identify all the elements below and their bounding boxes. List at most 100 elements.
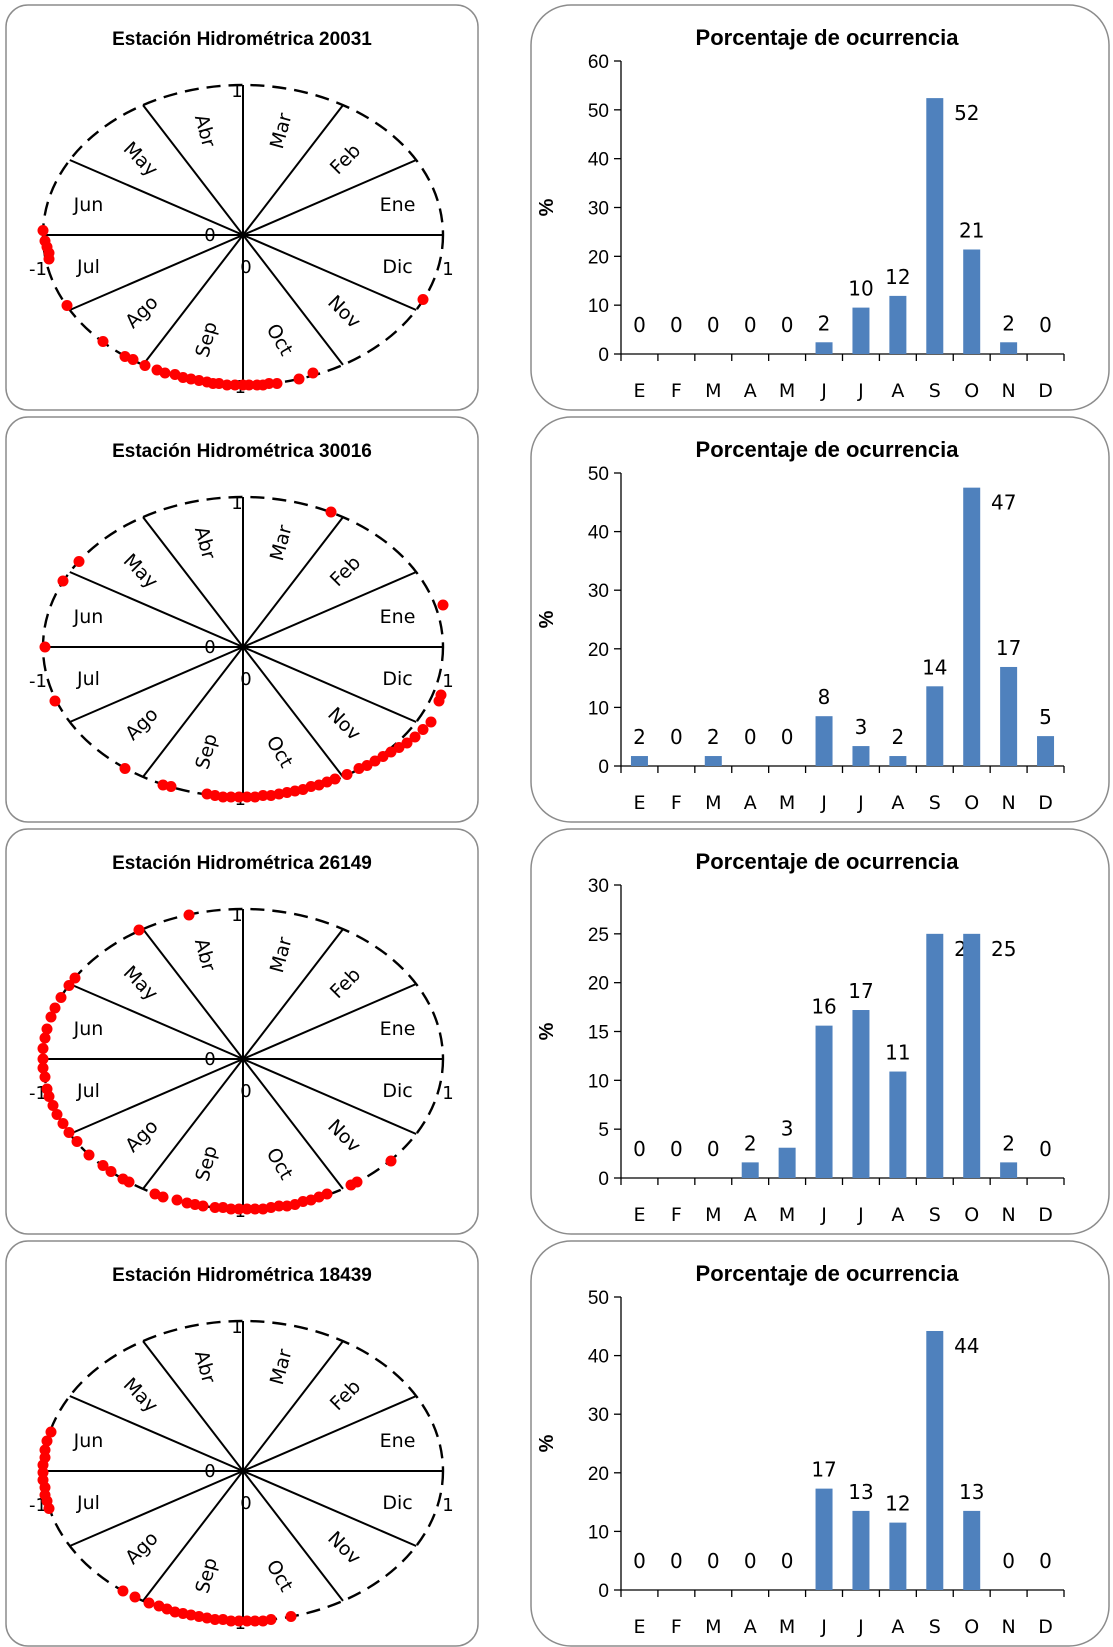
month-sector-label: Ene [380,606,416,628]
month-sector-label: Jul [76,1080,100,1102]
bar-chart-title: Porcentaje de ocurrencia [696,25,960,50]
data-point [143,1597,155,1609]
data-label: 2 [1002,1131,1015,1155]
data-point [43,253,55,265]
data-point [197,1200,209,1212]
y-tick-label: 20 [588,640,609,661]
data-label: 8 [818,685,831,709]
x-tick-label: M [779,380,795,402]
y-tick-label: 0 [598,757,609,778]
axis-label-right: 1 [442,1083,453,1104]
bar [778,1147,796,1178]
month-sector-label: Dic [382,668,412,690]
data-label: 11 [885,1041,910,1065]
bar-chart-title: Porcentaje de ocurrencia [696,1261,960,1286]
data-point [61,300,73,311]
data-point [39,1032,51,1044]
data-point [139,360,151,371]
circular-chart-title: Estación Hidrométrica 20031 [112,29,372,50]
bar-chart-title: Porcentaje de ocurrencia [696,437,960,462]
data-label: 0 [633,1549,646,1573]
x-tick-label: D [1038,1616,1053,1638]
month-sector-label: Jun [73,1018,104,1040]
data-point [97,336,109,347]
month-sector-label: Ene [380,1018,416,1040]
data-label: 25 [991,937,1016,961]
x-tick-label: O [964,1616,979,1638]
bar [1000,1162,1018,1178]
y-tick-label: 20 [588,1464,609,1485]
x-tick-label: J [857,792,864,814]
data-point [271,378,283,389]
x-tick-label: N [1002,1204,1016,1226]
data-label: 0 [781,313,794,337]
data-point [369,755,381,767]
x-tick-label: M [705,792,721,814]
bar [963,249,981,354]
data-point [229,379,241,391]
data-label: 12 [885,1492,910,1516]
bar [1000,666,1018,766]
data-point [409,731,421,743]
data-label: 0 [707,313,720,337]
x-tick-label: F [671,792,682,814]
data-label: 52 [954,101,979,125]
data-point [293,373,305,385]
data-point [157,1191,169,1203]
data-point [351,1176,363,1188]
y-tick-label: 0 [598,345,609,366]
x-tick-label: O [964,380,979,402]
y-axis-label: % [536,610,558,628]
x-tick-label: A [744,1204,757,1226]
data-point [265,1614,277,1625]
y-tick-label: 40 [588,150,609,171]
data-label: 12 [885,265,910,289]
data-point [385,1155,397,1167]
x-tick-label: N [1002,380,1016,402]
data-point [45,1426,57,1438]
bar [1000,342,1018,354]
y-tick-label: 50 [588,1288,609,1309]
y-tick-label: 15 [588,1023,609,1044]
circular-chart-title: Estación Hidrométrica 30016 [112,441,372,462]
month-sector-label: Jul [76,668,100,690]
y-tick-label: 60 [588,52,609,73]
circular-chart-title: Estación Hidrométrica 26149 [112,853,372,874]
axis-label-right: 1 [442,1495,453,1516]
y-tick-label: 10 [588,1071,609,1092]
data-point [165,781,177,792]
x-tick-label: A [891,1616,904,1638]
data-label: 0 [744,313,757,337]
y-tick-label: 40 [588,523,609,544]
y-tick-label: 25 [588,925,609,946]
data-label: 0 [1039,1137,1052,1161]
x-tick-label: A [744,1616,757,1638]
data-label: 14 [922,655,947,679]
data-point [249,791,261,803]
data-label: 3 [855,715,868,739]
data-label: 0 [781,1549,794,1573]
x-tick-label: F [671,380,682,402]
data-label: 21 [959,218,984,242]
axis-label-center-left: 0 [204,225,215,246]
bar [926,686,944,766]
data-point [225,1203,237,1215]
y-tick-label: 20 [588,974,609,995]
data-point [249,1203,261,1215]
x-tick-label: J [820,1616,827,1638]
data-point [51,1109,63,1120]
bar [741,1162,759,1178]
data-point [243,379,255,391]
data-point [225,1615,237,1627]
data-label: 0 [1039,1549,1052,1573]
y-axis-label: % [536,198,558,216]
data-point [159,367,171,379]
spoke-line [69,1395,417,1547]
y-tick-label: 30 [588,1405,609,1426]
axis-label-top: 1 [231,905,242,926]
axis-label-top: 1 [231,81,242,102]
data-point [37,225,49,236]
axis-label-center-below: 0 [240,1493,251,1514]
data-label: 13 [848,1480,873,1504]
